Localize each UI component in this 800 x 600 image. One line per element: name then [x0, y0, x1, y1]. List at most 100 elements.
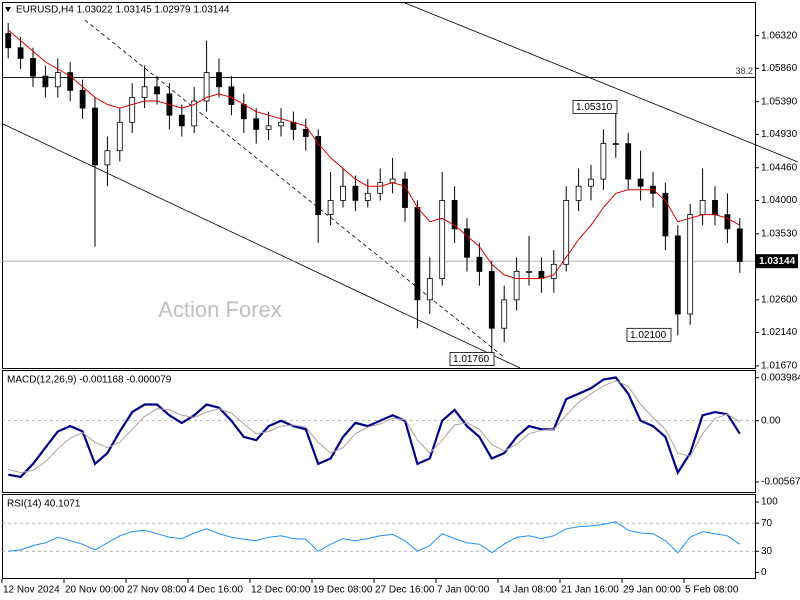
candle-body [600, 143, 607, 180]
y-tick-label: 1.06320 [761, 30, 798, 41]
price-title: EURUSD,H4 1.03022 1.03145 1.02979 1.0314… [16, 5, 230, 16]
candle-body [389, 178, 396, 184]
candle-body [352, 185, 359, 201]
candle-body [464, 228, 470, 258]
last-price-label: 1.03144 [759, 256, 796, 267]
candle-body [228, 86, 235, 105]
x-tick-label: 4 Dec 16:00 [189, 585, 243, 596]
x-tick-label: 27 Dec 16:00 [375, 585, 435, 596]
candle-body [724, 214, 731, 230]
candle-body [501, 299, 508, 329]
plot: 1.06320 1.05860 1.05390 1.04930 1.04460 1.040… [1, 22, 800, 596]
swing-label: 1.02100 [630, 330, 667, 341]
candle-body [637, 178, 644, 187]
swing-box [449, 352, 495, 366]
x-tick-label: 20 Nov 00:00 [65, 585, 125, 596]
candle-body [154, 86, 160, 95]
y-tick-label: 1.04930 [761, 129, 798, 140]
y-tick-label: 1.04460 [761, 162, 798, 173]
candle-body [687, 214, 694, 315]
trend-line [2, 123, 521, 369]
candle-body [67, 72, 74, 91]
y-tick-label: 0 [761, 567, 767, 578]
y-tick-label: 1.02140 [761, 327, 798, 338]
x-tick-label: 14 Jan 08:00 [499, 585, 557, 596]
x-tick-label: 27 Nov 08:00 [127, 585, 187, 596]
candle-body [42, 75, 49, 88]
candle-body [662, 192, 669, 237]
candle-body [54, 72, 61, 88]
candle-body [625, 143, 632, 180]
x-tick-label: 29 Jan 00:00 [623, 585, 681, 596]
candle-body [104, 150, 111, 166]
candle-body [612, 143, 619, 146]
menu-arrow[interactable] [5, 7, 11, 12]
candle-body [265, 125, 272, 130]
candle-body [203, 72, 210, 102]
candle-body [240, 104, 247, 120]
swing-label: 1.05310 [576, 102, 613, 113]
trend-line [84, 19, 506, 359]
candle-body [216, 72, 222, 88]
x-tick-label: 19 Dec 08:00 [313, 585, 373, 596]
macd-title: MACD(12,26,9) -0.001168 -0.000079 [7, 375, 172, 386]
y-tick-label: 1.04000 [761, 195, 798, 206]
candle-body [315, 136, 322, 216]
x-tick-label: 7 Jan 00:00 [437, 585, 490, 596]
series-line [8, 380, 741, 474]
candle-body [364, 192, 371, 201]
y-tick-label: 0.00 [761, 415, 781, 426]
y-tick-label: 70 [761, 518, 773, 529]
x-tick-label: 12 Dec 00:00 [251, 585, 311, 596]
candle-body [550, 263, 557, 279]
candle-body [290, 121, 297, 130]
candle-body [5, 33, 12, 49]
y-tick-label: 30 [761, 546, 773, 557]
y-tick-label: 1.03530 [761, 228, 798, 239]
candle-body [253, 118, 260, 130]
candle-body [538, 271, 545, 279]
swing-box [572, 99, 618, 114]
candle-body [575, 185, 582, 201]
candle-body [141, 86, 148, 98]
candle-body [327, 200, 334, 216]
candle-body [476, 256, 483, 272]
fib-label: 38.2 [735, 66, 753, 76]
y-tick-label: 100 [761, 497, 778, 508]
candle-body [129, 97, 136, 123]
y-tick-label: 0.003984 [761, 372, 800, 383]
x-tick-label: 21 Jan 16:00 [561, 585, 619, 596]
candle-body [588, 178, 594, 187]
candle-body [488, 271, 495, 329]
candle-body [526, 271, 532, 273]
candle-body [92, 107, 98, 166]
x-tick-label: 12 Nov 2024 [3, 585, 60, 596]
candle-body [302, 129, 309, 137]
candle-body [712, 200, 718, 216]
candle-body [30, 57, 36, 77]
candle-body [178, 114, 185, 127]
candle-body [513, 271, 520, 301]
candle-body [377, 182, 384, 194]
candle-body [17, 47, 24, 59]
swing-box [626, 327, 672, 342]
rsi-pane [2, 494, 756, 579]
x-tick-label: 5 Feb 08:00 [685, 585, 739, 596]
candle-body [278, 121, 284, 127]
trend-line [404, 2, 799, 163]
candle-body [402, 178, 408, 208]
candle-body [191, 100, 198, 127]
y-tick-label: 1.05860 [761, 63, 798, 74]
series-line [8, 376, 741, 479]
series-line [8, 521, 741, 554]
y-tick-label: 1.05390 [761, 96, 798, 107]
last-price-box [756, 254, 798, 269]
candle-body [340, 185, 346, 201]
candle-body [674, 235, 681, 315]
candle-body [79, 89, 86, 109]
candle-body [116, 121, 123, 152]
candle-body [439, 200, 446, 279]
candle-body [414, 207, 421, 301]
candle-body [736, 228, 743, 262]
